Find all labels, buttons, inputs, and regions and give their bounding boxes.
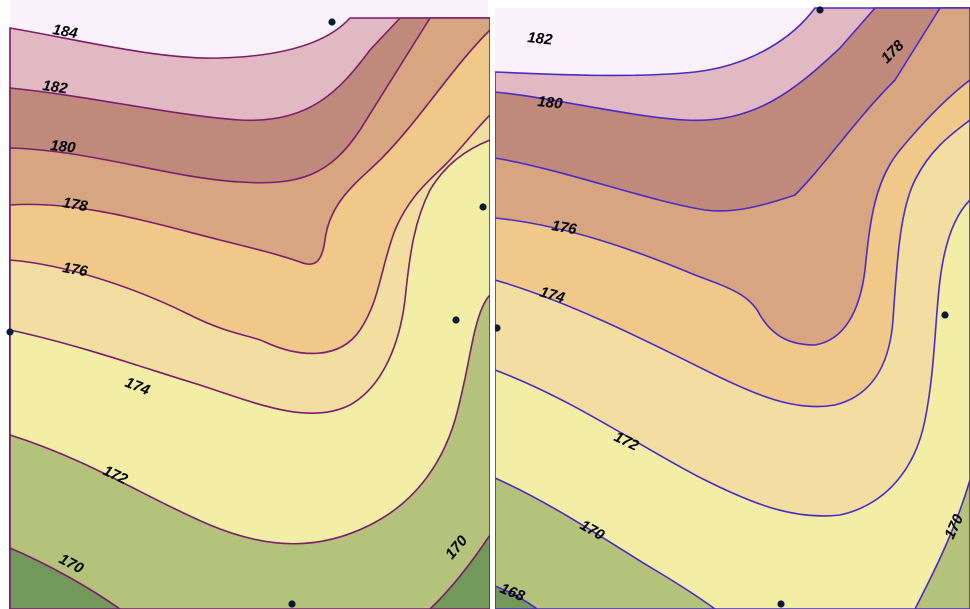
left-sample-point-right-upper[interactable] — [479, 203, 487, 211]
left-label-178: 178 — [61, 194, 89, 215]
right-label-174: 174 — [538, 284, 567, 307]
left-label-180: 180 — [50, 137, 77, 157]
left-sample-point-top[interactable] — [328, 18, 336, 26]
left-contour-map-svg: 184 182 180 178 176 174 172 170 170 — [6, 0, 490, 609]
right-contour-map-svg: 182 180 178 176 174 172 170 170 168 — [495, 6, 970, 609]
left-sample-point-bottom[interactable] — [288, 600, 296, 608]
right-band-172 — [495, 198, 970, 609]
right-sample-point-top[interactable] — [816, 6, 824, 14]
left-label-182: 182 — [41, 77, 69, 97]
right-label-182: 182 — [527, 29, 554, 49]
left-sample-point-right-middle[interactable] — [452, 316, 460, 324]
right-label-176: 176 — [550, 217, 578, 238]
right-band-168 — [495, 585, 539, 609]
right-band-170 — [495, 477, 717, 609]
left-band-170 — [9, 293, 490, 609]
right-sample-point-left[interactable] — [495, 324, 501, 332]
left-sample-point-left[interactable] — [6, 328, 14, 336]
right-sample-point-right[interactable] — [941, 311, 949, 319]
left-label-176: 176 — [61, 259, 89, 280]
right-contour-map: 182 180 178 176 174 172 170 170 168 — [495, 0, 970, 609]
right-sample-point-bottom[interactable] — [777, 600, 785, 608]
right-label-180: 180 — [537, 93, 564, 113]
left-label-184: 184 — [51, 21, 79, 42]
left-contour-map: 184 182 180 178 176 174 172 170 170 — [6, 0, 490, 609]
